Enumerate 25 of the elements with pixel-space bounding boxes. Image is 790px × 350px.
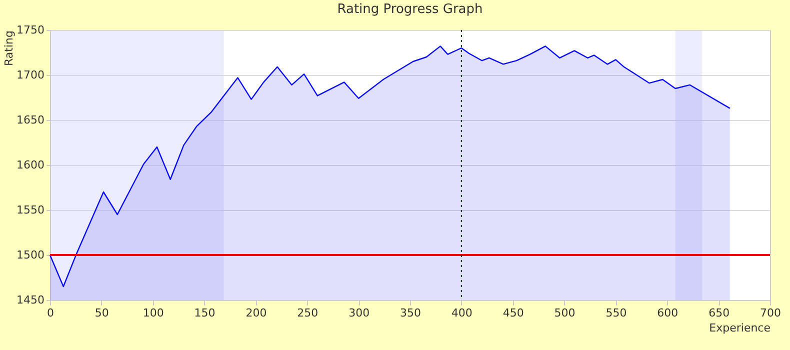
y-tick-label: 1550 xyxy=(16,204,44,216)
x-tick-label: 300 xyxy=(348,306,370,320)
x-axis-title: Experience xyxy=(709,322,771,334)
y-tick-label: 1450 xyxy=(16,294,44,306)
y-tick-label: 1600 xyxy=(16,158,44,172)
y-tick-label: 1650 xyxy=(16,114,44,126)
x-tick-label: 100 xyxy=(142,306,164,320)
x-tick-label: 400 xyxy=(451,306,472,320)
x-tick-label: 450 xyxy=(502,306,524,320)
x-tick-label: 0 xyxy=(47,306,54,320)
x-tick-label: 350 xyxy=(400,306,421,320)
chart-title: Rating Progress Graph xyxy=(337,2,483,17)
x-tick-label: 550 xyxy=(606,306,627,320)
x-tick-label: 700 xyxy=(760,306,781,320)
x-tick-label: 250 xyxy=(297,306,318,320)
y-axis-title: Rating xyxy=(2,30,16,66)
y-tick-label: 1750 xyxy=(16,24,44,36)
y-tick-label: 1500 xyxy=(16,248,44,262)
x-tick-label: 200 xyxy=(246,306,267,320)
x-tick-label: 150 xyxy=(194,306,216,320)
x-tick-label: 500 xyxy=(554,306,576,320)
y-tick-label: 1700 xyxy=(16,68,44,82)
x-tick-label: 600 xyxy=(657,306,678,320)
x-tick-label: 650 xyxy=(708,306,730,320)
x-tick-label: 50 xyxy=(94,306,109,320)
